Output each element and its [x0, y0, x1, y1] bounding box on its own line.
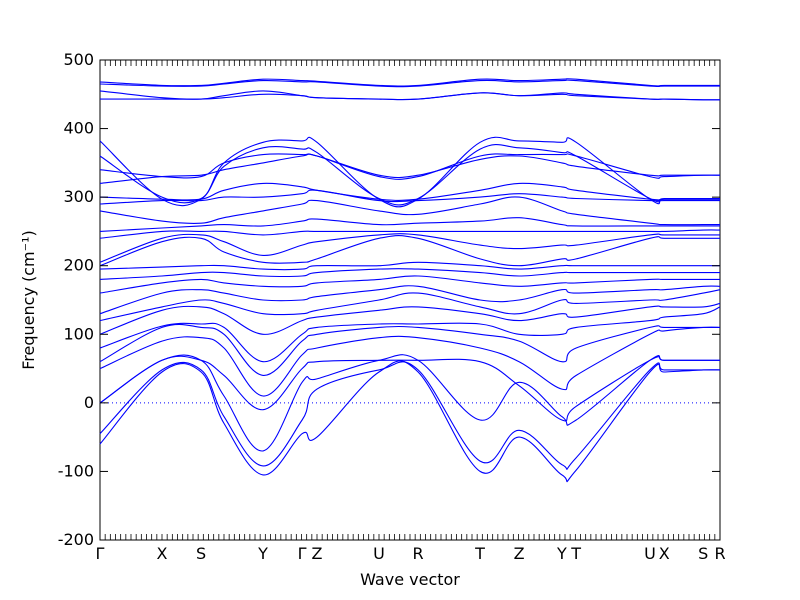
band-line-26: [99, 79, 720, 88]
y-tick-label: -200: [58, 530, 94, 549]
band-line-16: [99, 217, 721, 232]
plot-frame: [99, 59, 721, 541]
y-axis-label: Frequency (cm⁻¹): [19, 230, 38, 369]
band-line-11: [99, 268, 720, 280]
y-tick-label: -100: [58, 461, 94, 480]
y-tick-label: 100: [63, 324, 94, 343]
y-tick-label: 0: [84, 393, 94, 412]
band-line-9: [99, 285, 721, 315]
band-line-4: [99, 326, 721, 397]
x-tick-label: Y: [556, 544, 567, 563]
band-line-6: [99, 306, 721, 363]
x-tick-label: Z: [514, 544, 525, 563]
band-line-25: [99, 90, 721, 101]
x-tick-label: Y: [257, 544, 268, 563]
y-tick-label: 500: [63, 50, 94, 69]
x-tick-label: S: [698, 544, 708, 563]
band-line-12: [99, 261, 720, 271]
band-line-10: [99, 275, 720, 294]
plot-area: [99, 59, 721, 541]
x-tick-label: R: [412, 544, 423, 563]
band-line-15: [99, 229, 721, 239]
x-tick-label: Γ: [298, 544, 307, 563]
band-line-7: [99, 302, 721, 335]
y-axis-ticks: -200 -100 0 100 200 300 400 500: [58, 50, 720, 549]
band-line-8: [99, 289, 721, 322]
y-tick-label: 400: [63, 119, 94, 138]
x-tick-label: Z: [312, 544, 323, 563]
x-tick-label: X: [659, 544, 670, 563]
band-line-0: [99, 360, 721, 483]
band-line-14: [99, 233, 720, 263]
band-lines: [99, 78, 721, 483]
x-axis-label: Wave vector: [360, 570, 460, 589]
x-tick-label: T: [570, 544, 581, 563]
band-line-18: [99, 189, 720, 205]
band-line-5: [99, 323, 720, 376]
band-line-27: [99, 78, 720, 87]
band-line-20: [99, 153, 720, 184]
band-line-17: [99, 196, 720, 226]
x-tick-label: U: [644, 544, 656, 563]
band-line-3: [99, 355, 720, 422]
x-tick-label: U: [373, 544, 385, 563]
x-tick-label: R: [714, 544, 725, 563]
band-line-1: [99, 361, 720, 470]
x-tick-label: S: [196, 544, 206, 563]
y-tick-label: 300: [63, 187, 94, 206]
band-line-21: [99, 153, 721, 180]
y-tick-label: 200: [63, 256, 94, 275]
band-line-22: [99, 143, 720, 206]
band-line-13: [99, 234, 720, 267]
x-tick-label: T: [474, 544, 485, 563]
x-tick-label: Γ: [96, 544, 105, 563]
x-tick-label: X: [157, 544, 168, 563]
band-line-23: [99, 136, 720, 208]
